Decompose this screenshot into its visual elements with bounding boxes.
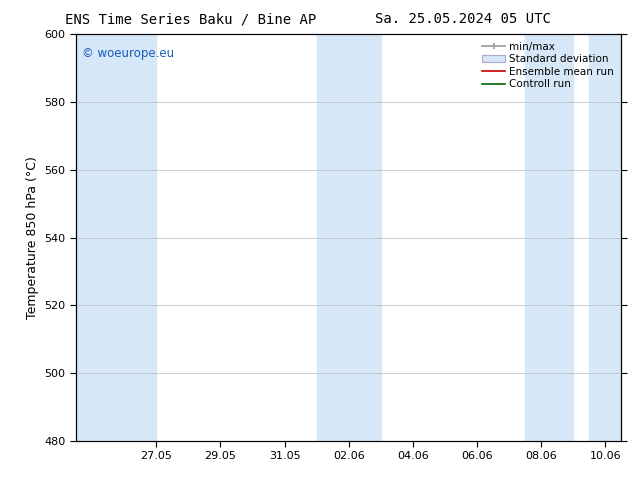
Text: ENS Time Series Baku / Bine AP: ENS Time Series Baku / Bine AP <box>65 12 316 26</box>
Text: Sa. 25.05.2024 05 UTC: Sa. 25.05.2024 05 UTC <box>375 12 551 26</box>
Y-axis label: Temperature 850 hPa (°C): Temperature 850 hPa (°C) <box>26 156 39 319</box>
Text: © woeurope.eu: © woeurope.eu <box>82 47 174 59</box>
Bar <box>525 34 573 441</box>
Bar <box>76 34 156 441</box>
Bar <box>316 34 381 441</box>
Legend: min/max, Standard deviation, Ensemble mean run, Controll run: min/max, Standard deviation, Ensemble me… <box>480 40 616 92</box>
Bar <box>589 34 621 441</box>
